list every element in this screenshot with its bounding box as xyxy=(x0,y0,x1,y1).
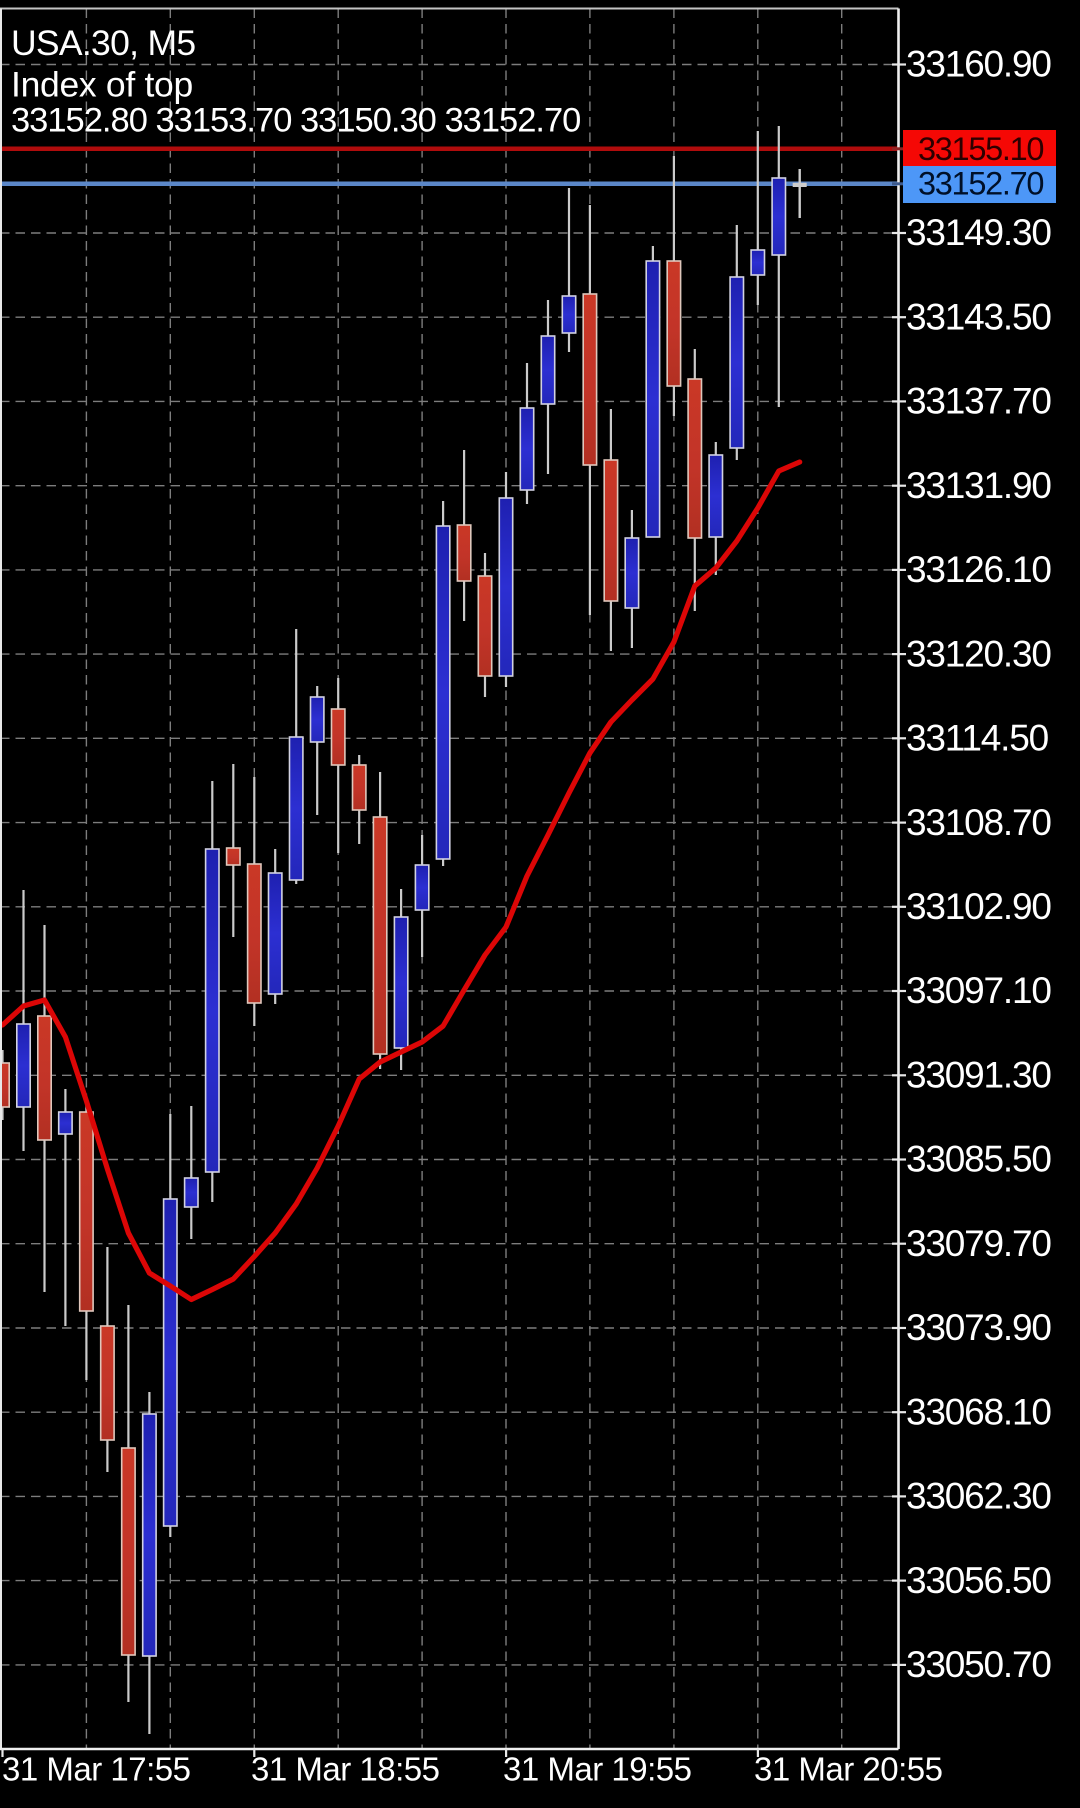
svg-text:33097.10: 33097.10 xyxy=(906,970,1051,1011)
svg-text:33050.70: 33050.70 xyxy=(906,1644,1051,1685)
svg-text:31 Mar 18:55: 31 Mar 18:55 xyxy=(251,1751,439,1788)
svg-text:33126.10: 33126.10 xyxy=(906,549,1051,590)
svg-text:33108.70: 33108.70 xyxy=(906,802,1051,843)
svg-text:33160.90: 33160.90 xyxy=(906,44,1051,85)
svg-text:Index of top: Index of top xyxy=(11,65,193,105)
svg-text:33155.10: 33155.10 xyxy=(918,131,1043,167)
svg-text:33073.90: 33073.90 xyxy=(906,1307,1051,1348)
svg-text:33068.10: 33068.10 xyxy=(906,1391,1051,1432)
svg-text:33102.90: 33102.90 xyxy=(906,886,1051,927)
svg-text:33152.70: 33152.70 xyxy=(918,166,1043,202)
svg-text:33079.70: 33079.70 xyxy=(906,1223,1051,1264)
svg-text:31 Mar 19:55: 31 Mar 19:55 xyxy=(503,1751,691,1788)
svg-text:33152.80 33153.70 33150.30 331: 33152.80 33153.70 33150.30 33152.70 xyxy=(11,102,580,140)
svg-text:33114.50: 33114.50 xyxy=(906,718,1049,759)
svg-text:31 Mar 20:55: 31 Mar 20:55 xyxy=(754,1751,942,1788)
svg-text:33143.50: 33143.50 xyxy=(906,296,1051,337)
svg-text:33056.50: 33056.50 xyxy=(906,1560,1051,1601)
svg-text:33149.30: 33149.30 xyxy=(906,212,1051,253)
svg-text:33091.30: 33091.30 xyxy=(906,1055,1051,1096)
svg-text:33085.50: 33085.50 xyxy=(906,1139,1051,1180)
svg-text:33137.70: 33137.70 xyxy=(906,381,1051,422)
svg-text:33131.90: 33131.90 xyxy=(906,465,1051,506)
svg-text:33062.30: 33062.30 xyxy=(906,1476,1051,1517)
svg-text:31 Mar 17:55: 31 Mar 17:55 xyxy=(2,1751,190,1788)
svg-text:USA.30, M5: USA.30, M5 xyxy=(11,23,195,63)
svg-text:33120.30: 33120.30 xyxy=(906,633,1051,674)
